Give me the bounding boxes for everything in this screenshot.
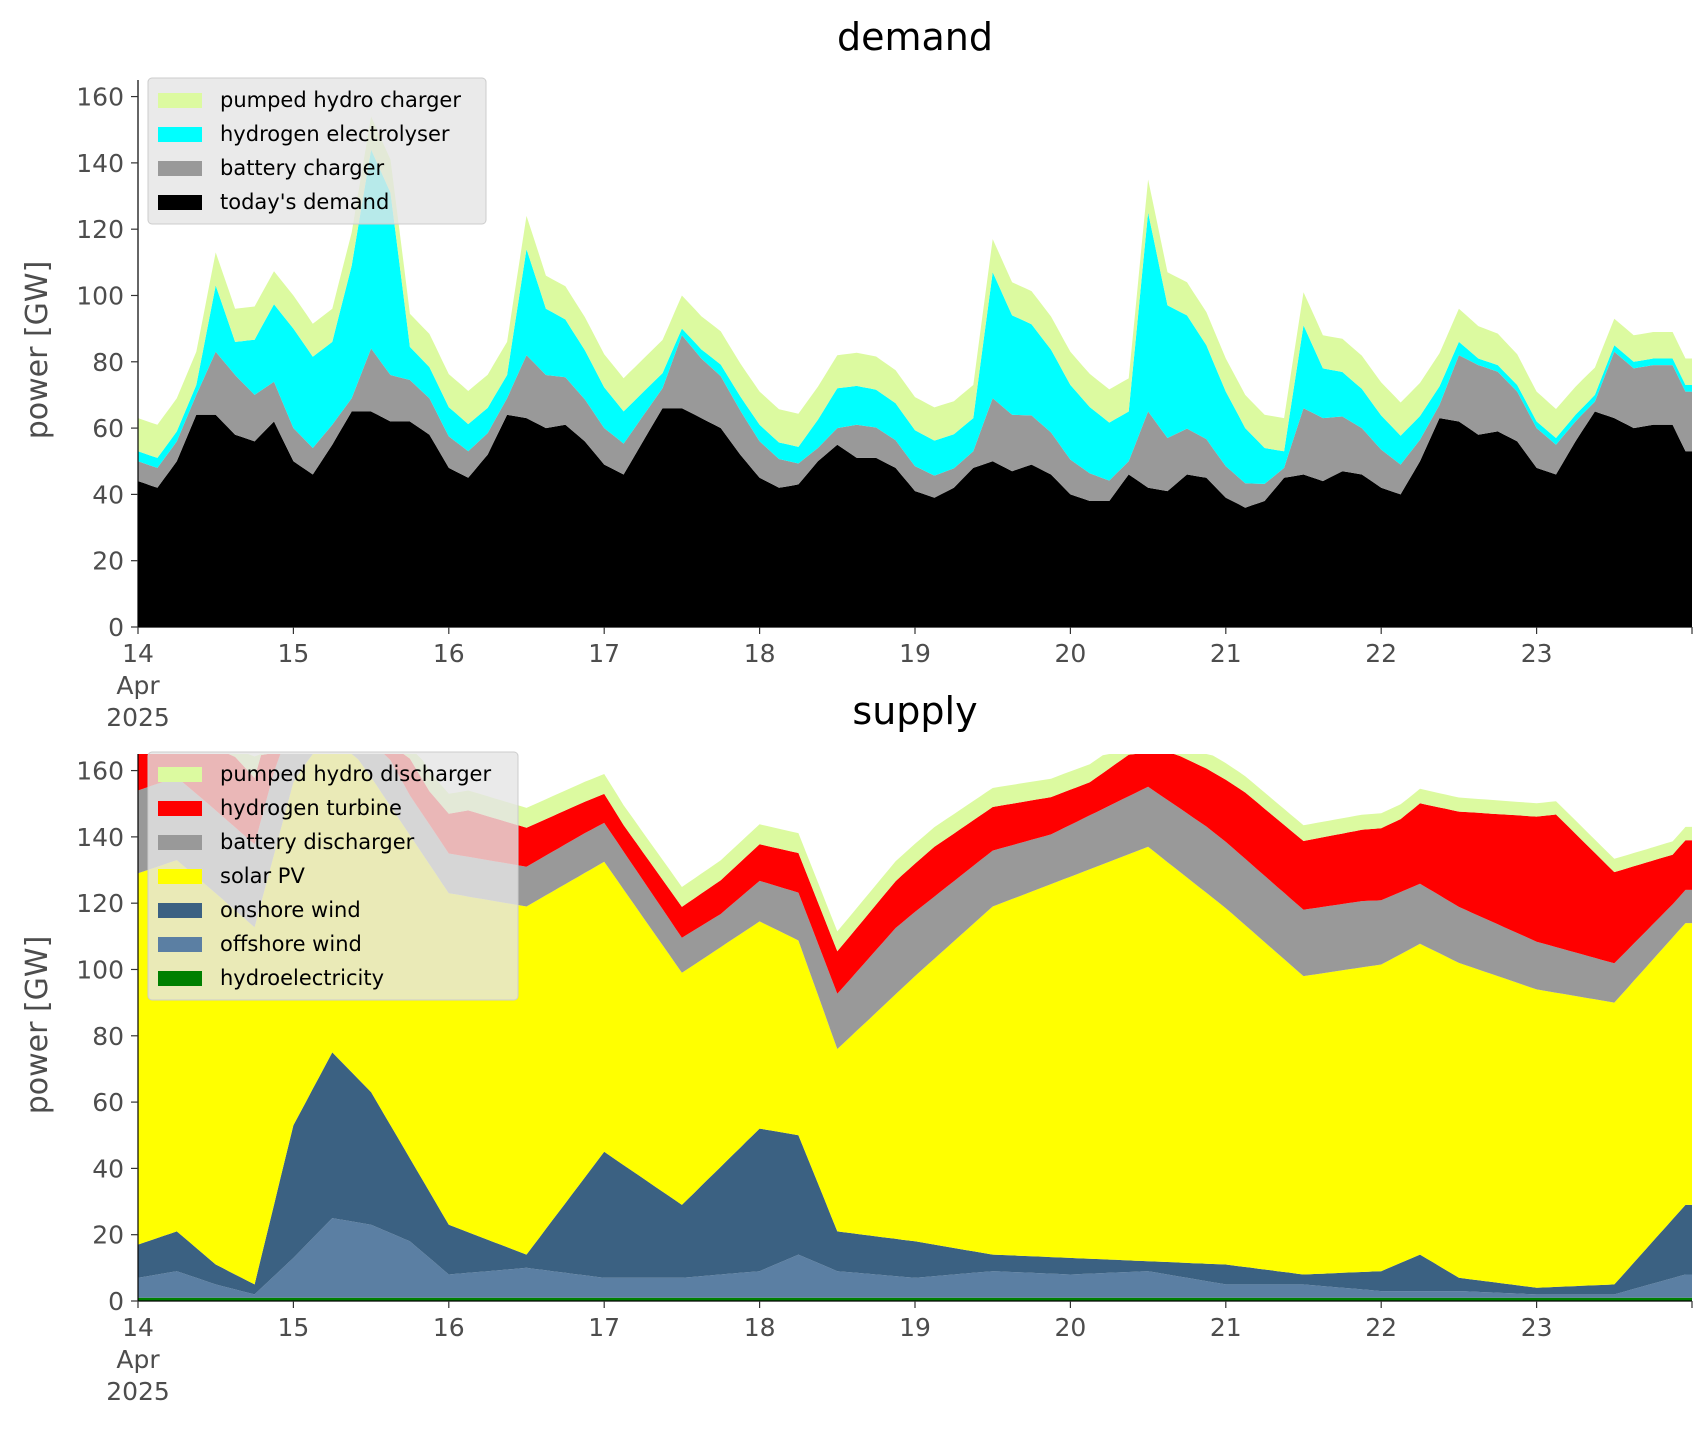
supply-y-ticks: 0 20 40 60 80 100 120 140 160 [76,757,138,1316]
area-onshore-wind [138,1052,1692,1295]
x-tick-label: Apr [116,1345,160,1374]
demand-y-ticks: 0 20 40 60 80 100 120 140 160 [76,83,138,642]
legend-swatch-pumped-hydro-charger [158,93,202,108]
supply-panel: supply 0 20 40 60 80 100 120 140 160 14 Apr 2025 15… [20,689,1693,1406]
x-tick-label: 16 [433,1313,465,1342]
y-tick-label: 40 [92,1154,124,1183]
x-tick-label: 23 [1521,639,1553,668]
legend-label-today-s-demand: today's demand [220,190,389,214]
y-tick-label: 100 [76,955,124,984]
y-tick-label: 140 [76,149,124,178]
y-tick-label: 40 [92,480,124,509]
area-hydrogen-electrolyser [138,149,1692,484]
area-battery-charger [138,335,1692,508]
legend-label-offshore-wind: offshore wind [220,932,362,956]
x-tick-label: 19 [899,1313,931,1342]
x-tick-label: 17 [588,639,620,668]
supply-areas [138,754,1692,1301]
x-tick-label: 14 [122,639,154,668]
legend-label-solar-pv: solar PV [220,864,305,888]
legend-swatch-hydrogen-turbine [158,801,202,816]
x-tick-label: 23 [1521,1313,1553,1342]
x-tick-label: 14 [122,1313,154,1342]
x-tick-label: 21 [1210,639,1242,668]
x-tick-label: 15 [277,1313,309,1342]
legend-swatch-today-s-demand [158,195,202,210]
demand-areas [138,116,1692,627]
x-tick-label: 18 [744,639,776,668]
legend-swatch-pumped-hydro-discharger [158,767,202,782]
x-tick-label: 19 [899,639,931,668]
supply-y-axis-label: power [GW] [20,936,55,1115]
y-tick-label: 60 [92,414,124,443]
y-tick-label: 100 [76,281,124,310]
legend-swatch-solar-pv [158,869,202,884]
demand-title: demand [837,15,993,59]
x-tick-label: 20 [1054,639,1086,668]
area-pumped-hydro-discharger [138,754,1692,952]
y-tick-label: 80 [92,348,124,377]
y-tick-label: 0 [108,1287,124,1316]
area-today-s-demand [138,408,1692,627]
legend-label-hydroelectricity: hydroelectricity [220,966,384,990]
y-tick-label: 160 [76,757,124,786]
x-tick-label: 17 [588,1313,620,1342]
y-tick-label: 160 [76,83,124,112]
x-tick-label: 2025 [106,1377,170,1406]
legend-swatch-battery-charger [158,161,202,176]
y-tick-label: 120 [76,215,124,244]
legend-label-hydrogen-turbine: hydrogen turbine [220,796,402,820]
y-tick-label: 140 [76,823,124,852]
demand-x-ticks: 14 Apr 2025 15 16 17 18 19 20 21 22 23 [106,627,1693,732]
x-tick-label: 22 [1365,639,1397,668]
legend-swatch-offshore-wind [158,937,202,952]
legend-swatch-onshore-wind [158,903,202,918]
y-tick-label: 20 [92,1221,124,1250]
x-tick-label: 18 [744,1313,776,1342]
y-tick-label: 80 [92,1022,124,1051]
legend-label-pumped-hydro-discharger: pumped hydro discharger [220,762,491,786]
x-tick-label: 21 [1210,1313,1242,1342]
legend-swatch-battery-discharger [158,835,202,850]
x-tick-label: 15 [277,639,309,668]
legend-label-battery-charger: battery charger [220,156,385,180]
legend-label-onshore-wind: onshore wind [220,898,361,922]
y-tick-label: 20 [92,547,124,576]
demand-legend: pumped hydro charger hydrogen electrolyse… [147,77,487,225]
area-offshore-wind [138,1218,1692,1298]
x-tick-label: 20 [1054,1313,1086,1342]
legend-label-pumped-hydro-charger: pumped hydro charger [220,88,461,112]
x-tick-label: 22 [1365,1313,1397,1342]
legend-frame [147,77,487,225]
legend-swatch-hydrogen-electrolyser [158,127,202,142]
x-tick-label: Apr [116,671,160,700]
y-tick-label: 0 [108,613,124,642]
y-tick-label: 120 [76,889,124,918]
legend-label-hydrogen-electrolyser: hydrogen electrolyser [220,122,450,146]
demand-y-axis-label: power [GW] [20,261,55,440]
demand-panel: demand 0 20 40 60 80 100 120 140 160 14 Apr 2025 15… [20,15,1693,732]
area-hydroelectricity [138,1297,1692,1301]
area-hydrogen-turbine [138,754,1692,994]
x-tick-label: 16 [433,639,465,668]
supply-title: supply [852,689,977,733]
supply-x-ticks: 14 Apr 2025 15 16 17 18 19 20 21 22 23 [106,1301,1693,1406]
area-battery-discharger [138,754,1692,1049]
legend-label-battery-discharger: battery discharger [220,830,415,854]
legend-frame [147,751,519,1001]
y-tick-label: 60 [92,1088,124,1117]
supply-legend: pumped hydro discharger hydrogen turbine b… [147,751,519,1001]
x-tick-label: 2025 [106,703,170,732]
legend-swatch-hydroelectricity [158,971,202,986]
area-solar-pv [138,754,1692,1288]
